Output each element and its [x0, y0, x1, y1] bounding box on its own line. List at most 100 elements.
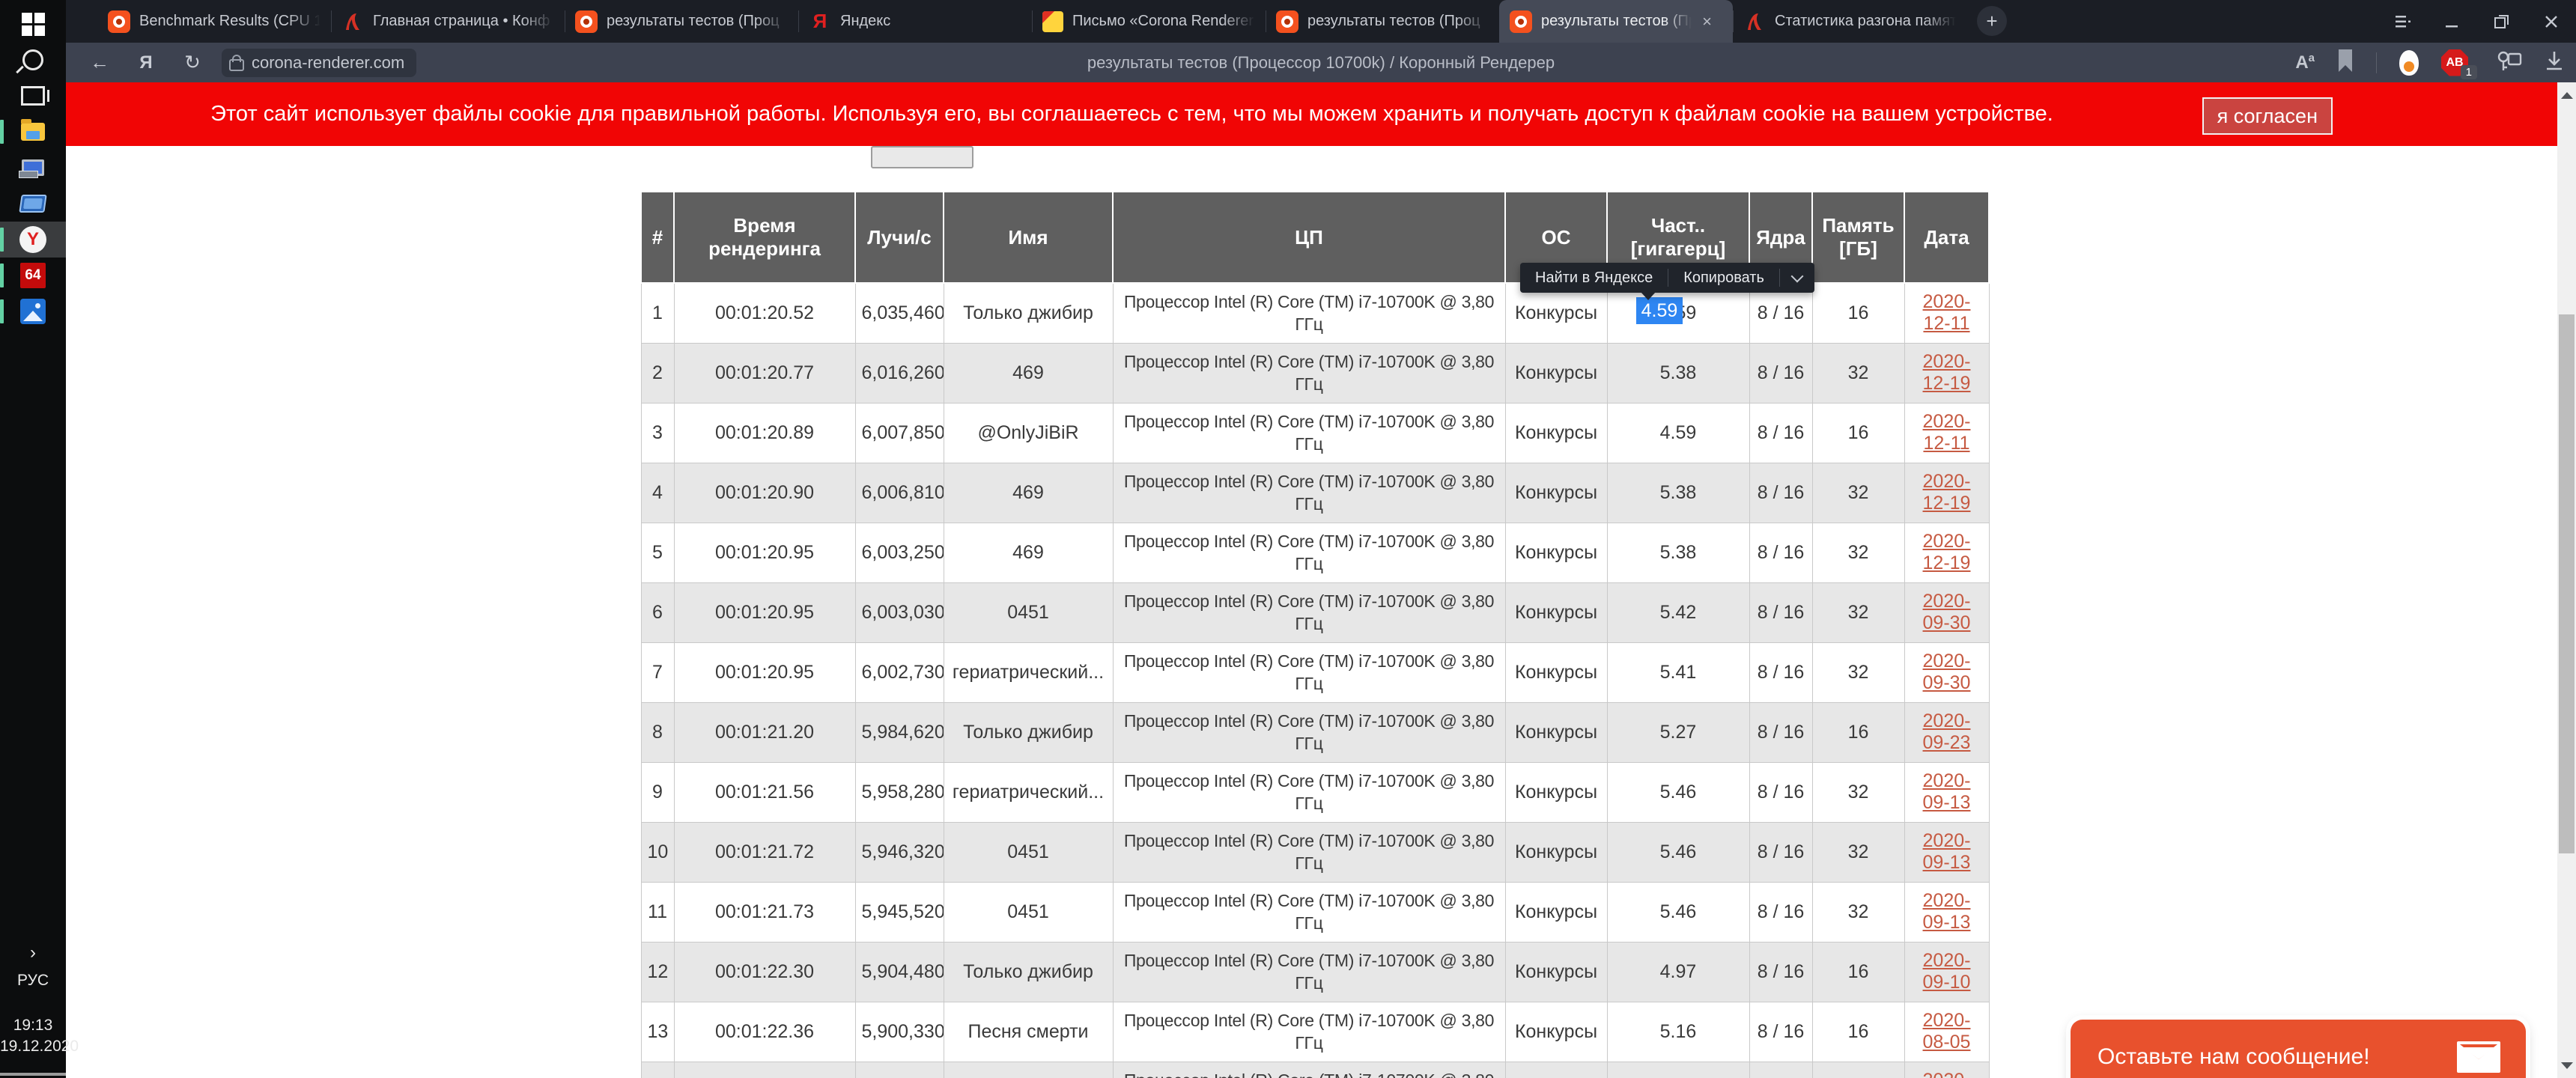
tab-test-results-1[interactable]: результаты тестов (Проц — [565, 0, 798, 43]
table-row: 6 00:01:20.95 6,003,030 0451 Процессор I… — [640, 582, 1990, 643]
date-link[interactable]: 2020-09-13 — [1922, 830, 1971, 873]
tab-close-icon[interactable]: × — [1702, 11, 1712, 31]
extension-egg-icon[interactable] — [2399, 49, 2419, 76]
downloads-icon[interactable] — [2545, 50, 2564, 75]
cell-render-time: 00:01:20.95 — [673, 522, 856, 583]
col-header-memory[interactable]: Память [ГБ] — [1811, 191, 1905, 284]
new-tab-button[interactable]: + — [1977, 6, 2007, 36]
date-link[interactable]: 2020-12-19 — [1922, 351, 1971, 394]
date-link[interactable]: 2020-09-30 — [1922, 591, 1971, 633]
taskbar-clock[interactable]: 19:13 19.12.2020 — [0, 1015, 79, 1057]
copy-button[interactable]: Копировать — [1683, 269, 1764, 286]
browser-menu-icon[interactable] — [2395, 13, 2411, 30]
back-icon[interactable]: ← — [90, 51, 109, 73]
date-link[interactable]: 2020-09-23 — [1922, 710, 1971, 753]
col-header-date[interactable]: Дата — [1904, 191, 1990, 284]
scroll-down-icon[interactable] — [2557, 1054, 2576, 1077]
date-link[interactable]: 2020-12-11 — [1922, 411, 1971, 454]
cell-cpu: Процессор Intel (R) Core (TM) i7-10700K … — [1112, 701, 1506, 763]
col-header-render-time[interactable]: Время рендеринга — [673, 191, 856, 284]
table-row: 4 00:01:20.90 6,006,810 469 Процессор In… — [640, 462, 1990, 523]
cell-cores: 8 / 16 — [1749, 582, 1813, 643]
col-header-name[interactable]: Имя — [943, 191, 1114, 284]
chat-widget[interactable]: Оставьте нам сообщение! — [2071, 1020, 2526, 1078]
taskbar-cpu-app[interactable] — [0, 186, 66, 222]
adblock-icon[interactable]: AB 1 — [2441, 48, 2477, 79]
cell-cpu: Процессор Intel (R) Core (TM) i7-10700K … — [1112, 1001, 1506, 1062]
more-actions-button[interactable] — [1780, 263, 1814, 293]
col-header-cpu[interactable]: ЦП — [1112, 191, 1506, 284]
cell-render-time: 00:01:21.72 — [673, 821, 856, 883]
language-indicator[interactable]: РУС — [16, 972, 49, 989]
tab-yandex[interactable]: Я Яндекс — [798, 0, 1032, 43]
cell-rays: 5,958,280 — [854, 761, 944, 823]
cell-number: 11 — [640, 881, 675, 943]
clock-date: 19.12.2020 — [0, 1038, 79, 1055]
cell-render-time: 00:01:20.52 — [673, 282, 856, 344]
taskbar-file-explorer[interactable] — [0, 114, 66, 150]
bookmark-icon[interactable] — [2337, 49, 2354, 76]
cell-cores: 8 / 16 — [1749, 941, 1813, 1002]
tab-test-results-2[interactable]: результаты тестов (Проц — [1266, 0, 1499, 43]
tab-mail[interactable]: Письмо «Corona Renderer — [1032, 0, 1266, 43]
taskbar-remote-desktop[interactable] — [0, 150, 66, 186]
partial-form-button[interactable] — [871, 146, 973, 168]
date-link[interactable]: 2020-12-19 — [1922, 471, 1971, 514]
tab-memory-stats[interactable]: Статистика разгона памят — [1733, 0, 1966, 43]
start-button[interactable] — [0, 6, 66, 42]
show-desktop-button[interactable] — [0, 1073, 66, 1076]
cell-cpu: Процессор Intel (R) Core (TM) i7-10700K … — [1112, 1061, 1506, 1078]
date-link[interactable]: 2020-09-13 — [1922, 890, 1971, 933]
file-explorer-icon — [21, 119, 45, 141]
date-link[interactable]: 2020-08-05 — [1922, 1010, 1971, 1053]
scrollbar-thumb[interactable] — [2559, 314, 2575, 853]
find-in-yandex-button[interactable]: Найти в Яндексе — [1535, 269, 1653, 286]
cell-rays: 5,900,330 — [854, 1001, 944, 1062]
cell-render-time: 00:01:20.89 — [673, 402, 856, 463]
cookie-agree-button[interactable]: я согласен — [2202, 97, 2333, 135]
table-row: 9 00:01:21.56 5,958,280 гериатрический..… — [640, 761, 1990, 823]
minimize-icon[interactable] — [2444, 13, 2461, 30]
col-header-rays[interactable]: Лучи/с — [854, 191, 944, 284]
running-indicator — [0, 299, 4, 323]
cell-number: 13 — [640, 1001, 675, 1062]
corona-icon — [108, 10, 130, 33]
cell-memory: 32 — [1811, 642, 1905, 703]
cell-date: 2020-12-19 — [1904, 462, 1990, 523]
date-link[interactable]: 2020-12-11 — [1922, 291, 1971, 335]
date-link[interactable]: 2020-08- — [1923, 1070, 1971, 1078]
tray-expand-chevron[interactable]: › — [30, 943, 36, 963]
scroll-up-icon[interactable] — [2557, 84, 2576, 106]
tab-test-results-active[interactable]: результаты тестов (Пр × — [1499, 0, 1733, 43]
date-link[interactable]: 2020-09-10 — [1922, 950, 1971, 993]
table-row: 12 00:01:22.30 5,904,480 Только джибир П… — [640, 941, 1990, 1002]
password-key-icon[interactable] — [2497, 49, 2522, 76]
refresh-icon[interactable]: ↻ — [184, 51, 201, 73]
col-header-number[interactable]: # — [640, 191, 675, 284]
taskbar-search-button[interactable] — [0, 42, 66, 78]
date-link[interactable]: 2020-12-19 — [1922, 531, 1971, 573]
url-field[interactable]: corona-renderer.com — [222, 48, 417, 77]
taskbar-photos[interactable] — [0, 293, 66, 329]
page-scrollbar[interactable] — [2557, 82, 2576, 1078]
date-link[interactable]: 2020-09-30 — [1922, 651, 1971, 693]
cell-frequency: 5.38 — [1606, 462, 1750, 523]
cell-cpu: Процессор Intel (R) Core (TM) i7-10700K … — [1112, 941, 1506, 1002]
url-text: corona-renderer.com — [252, 52, 405, 72]
date-link[interactable]: 2020-09-13 — [1922, 770, 1971, 813]
cell-date: 2020-09-30 — [1904, 642, 1990, 703]
cell-frequency: 5.16 — [1606, 1001, 1750, 1062]
restore-icon[interactable] — [2494, 13, 2510, 30]
taskbar-yandex-browser[interactable]: Y — [0, 222, 66, 258]
taskbar-aida64[interactable]: 64 — [0, 258, 66, 293]
close-icon[interactable] — [2543, 13, 2560, 30]
toolbar-divider — [2376, 52, 2377, 73]
cell-number: 5 — [640, 522, 675, 583]
tab-forum-home[interactable]: Главная страница • Конф — [331, 0, 565, 43]
cell-render-time: 00:01:20.95 — [673, 582, 856, 643]
taskbar-task-view-button[interactable] — [0, 78, 66, 114]
translate-icon[interactable]: Aa — [2295, 52, 2315, 73]
yandex-search-icon[interactable]: Я — [139, 52, 153, 73]
cell-number: 12 — [640, 941, 675, 1002]
tab-benchmark-results[interactable]: Benchmark Results (CPU 10 — [97, 0, 331, 43]
